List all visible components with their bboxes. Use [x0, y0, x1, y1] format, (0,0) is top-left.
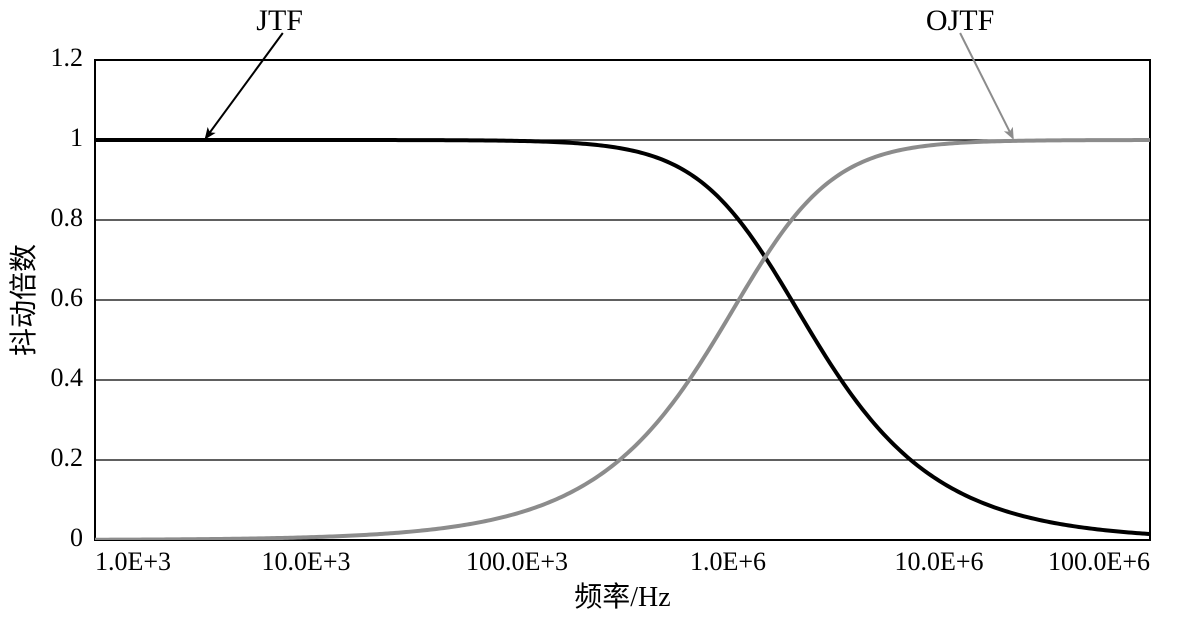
y-tick-label: 0 — [70, 523, 83, 552]
y-tick-label: 0.4 — [51, 363, 84, 392]
x-tick-label: 1.0E+6 — [690, 547, 766, 576]
annotation-label: OJTF — [926, 4, 994, 37]
y-tick-label: 0.2 — [51, 443, 84, 472]
x-tick-label: 1.0E+3 — [95, 547, 171, 576]
x-tick-label: 100.0E+6 — [1048, 547, 1150, 576]
x-axis-label: 频率/Hz — [574, 581, 670, 613]
y-tick-label: 1 — [70, 123, 83, 152]
y-axis-label: 抖动倍数 — [8, 244, 40, 356]
chart-container: 0 0.2 0.4 0.6 0.8 1 1.2 1.0E+3 10.0E+3 100.0E+3 1.… — [0, 0, 1180, 617]
x-tick-label: 10.0E+3 — [261, 547, 350, 576]
annotation-label: JTF — [256, 4, 303, 37]
y-tick-label: 1.2 — [51, 43, 84, 72]
y-tick-label: 0.8 — [51, 203, 84, 232]
x-tick-label: 10.0E+6 — [894, 547, 983, 576]
y-tick-label: 0.6 — [51, 283, 84, 312]
x-tick-label: 100.0E+3 — [466, 547, 568, 576]
jitter-transfer-chart: 0 0.2 0.4 0.6 0.8 1 1.2 1.0E+3 10.0E+3 100.0E+3 1.… — [0, 0, 1180, 617]
